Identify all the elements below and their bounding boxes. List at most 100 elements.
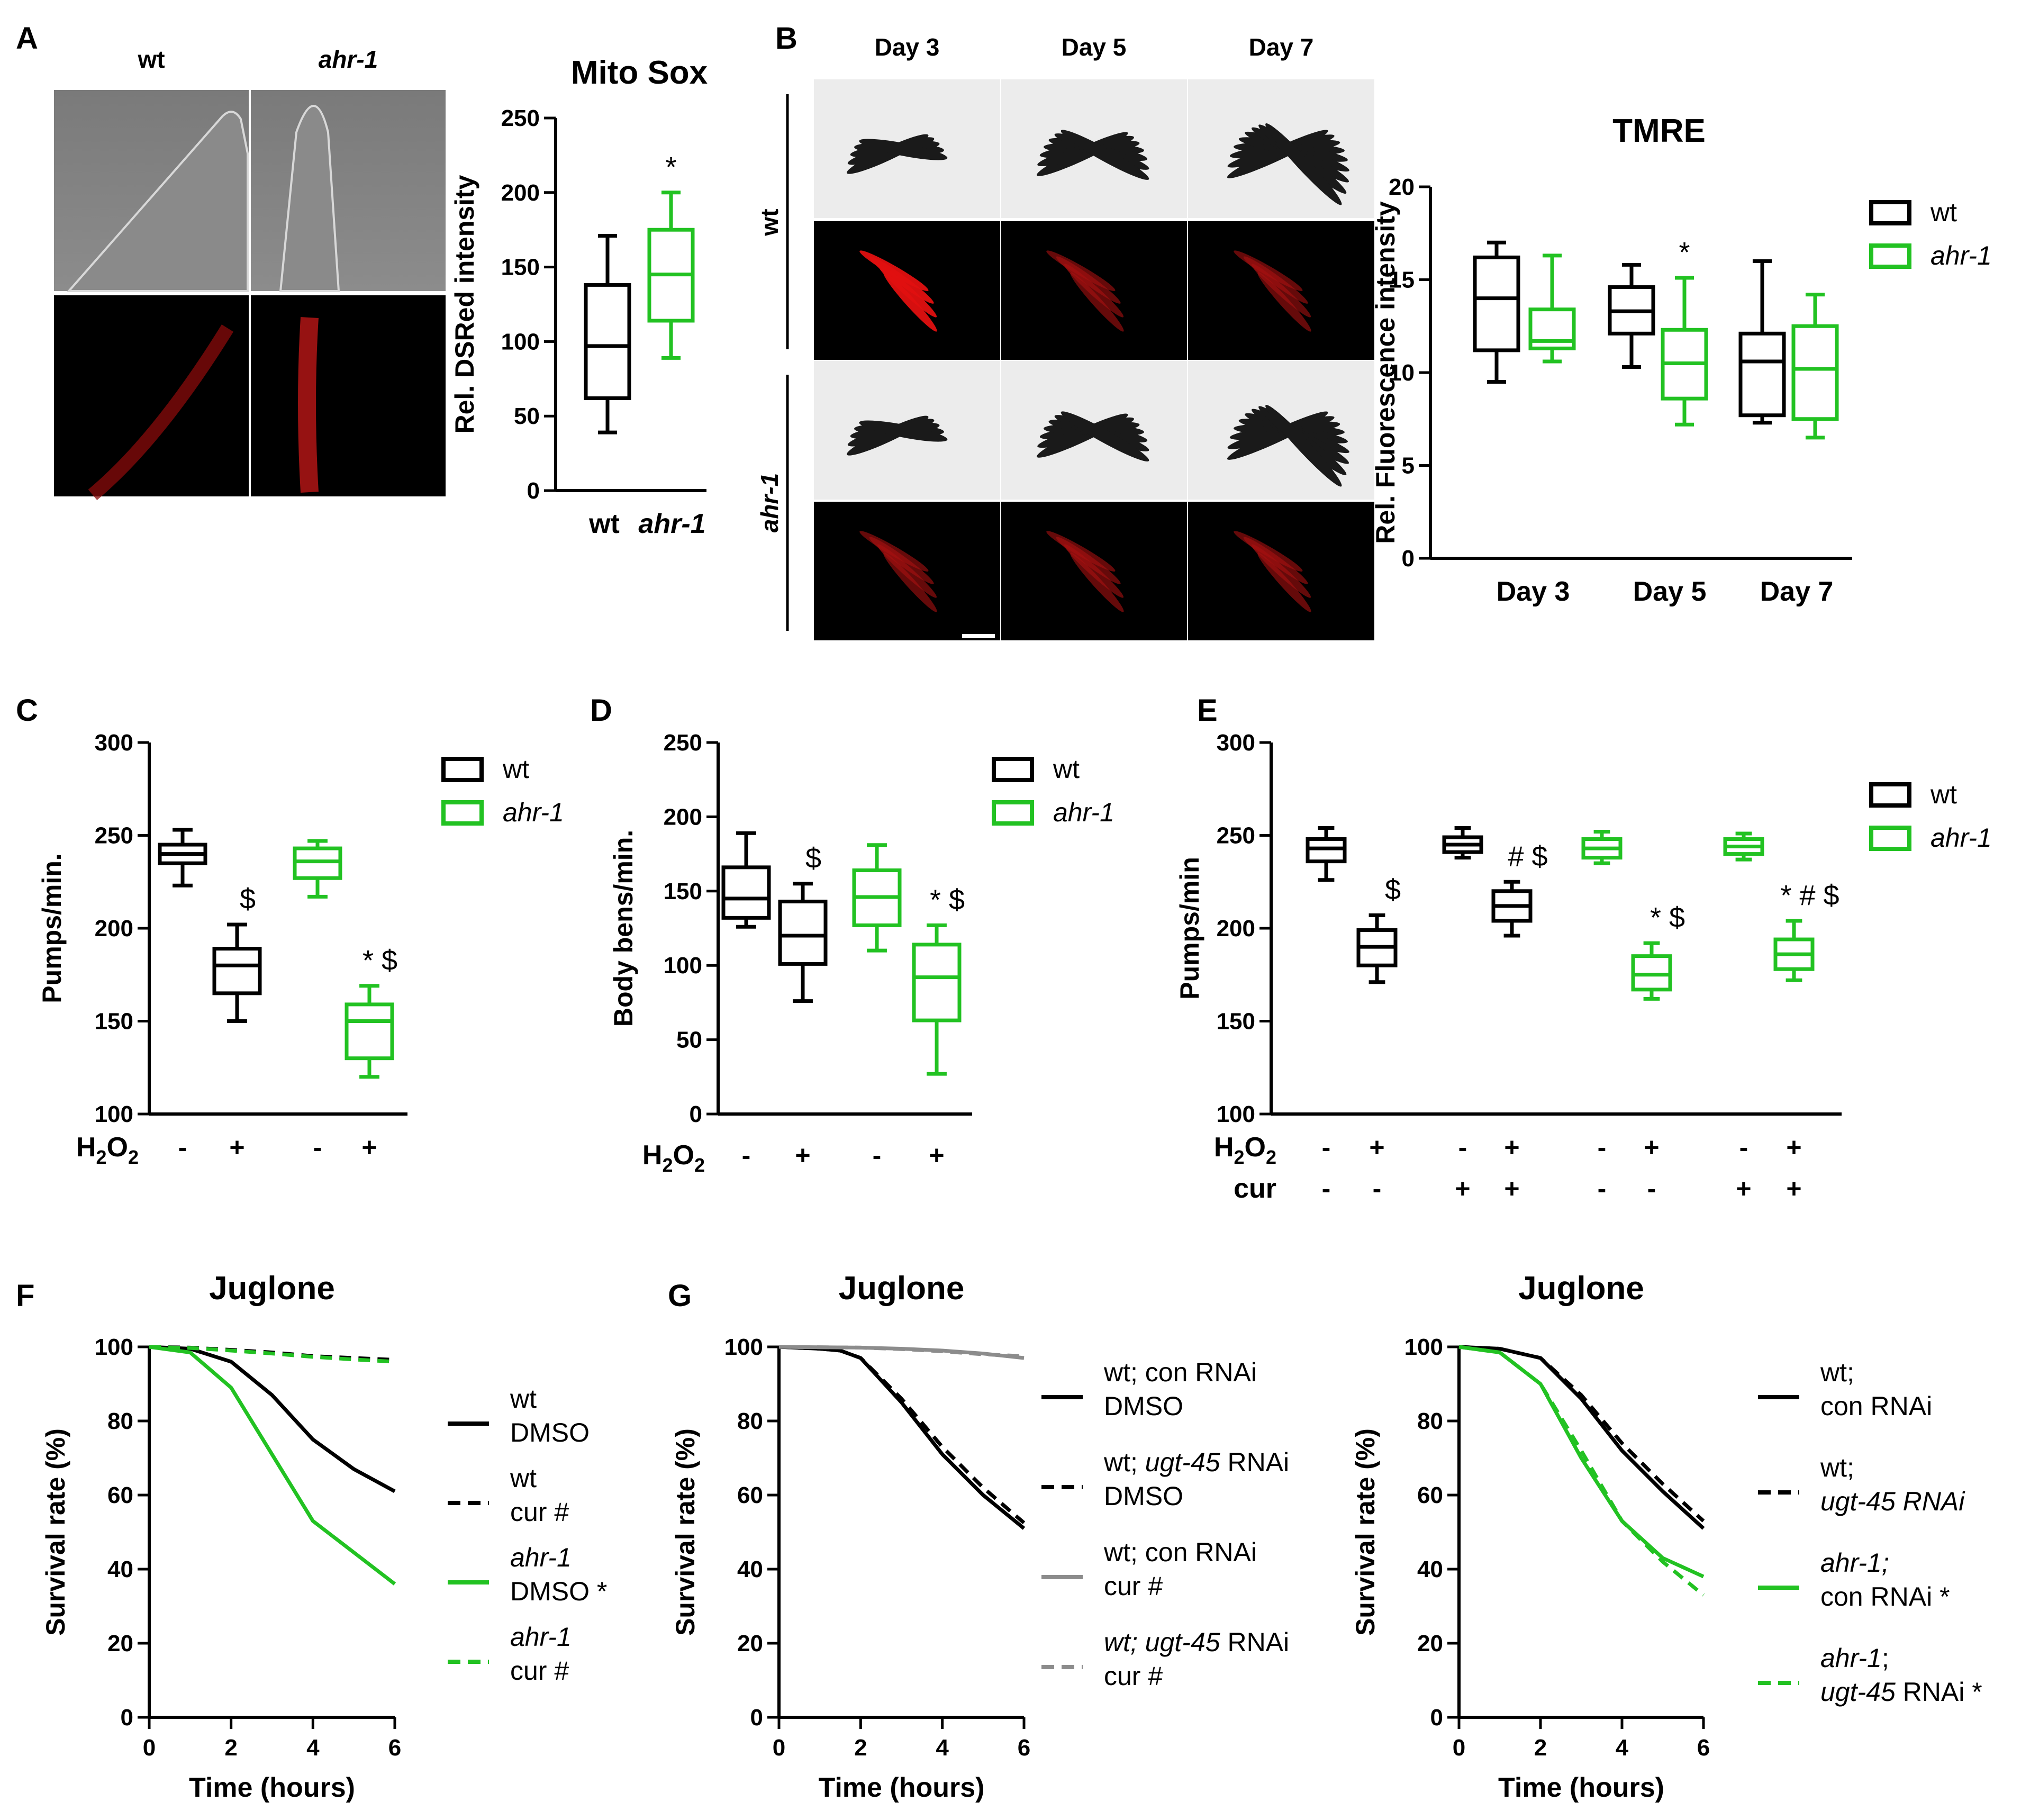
legend-label: wt; con RNAi <box>1103 1537 1257 1567</box>
label-part: cur # <box>1104 1661 1163 1691</box>
treatment-value: + <box>229 1133 244 1162</box>
y-tick-label: 0 <box>690 1101 702 1127</box>
series-line <box>1458 1345 1705 1597</box>
label-part: ahr-1 <box>510 1622 572 1652</box>
legend-label: ahr-1; <box>1820 1548 1889 1578</box>
legend-label: wt <box>1930 197 1957 227</box>
label-part: ahr-1 <box>1820 1643 1882 1673</box>
label-part: DMSO <box>510 1418 590 1447</box>
y-tick-label: 100 <box>95 1334 133 1360</box>
legend-label: wt <box>502 754 529 784</box>
y-tick-label: 150 <box>501 255 540 280</box>
worm-silhouette <box>1061 411 1149 461</box>
red-fluorescence <box>1257 553 1311 612</box>
x-tick-label: 6 <box>1018 1735 1030 1761</box>
panel-letter: D <box>590 693 612 728</box>
box-wt <box>1608 262 1655 369</box>
box-iqr <box>721 865 771 920</box>
red-fluorescence <box>1251 264 1311 318</box>
micrograph-column-label: Day 7 <box>1249 33 1314 61</box>
y-tick-label: 300 <box>95 730 133 756</box>
y-tick-label: 200 <box>664 804 702 830</box>
y-tick-label: 0 <box>1402 546 1415 572</box>
legend-label: DMSO * <box>510 1577 607 1606</box>
treatment-value: - <box>1458 1133 1467 1162</box>
treatment-value: + <box>1504 1174 1519 1203</box>
label-part: ugt-45 RNAi <box>1820 1487 1965 1516</box>
red-fluorescence <box>1070 272 1124 332</box>
red-fluorescence <box>1064 544 1124 598</box>
micrograph-row-label: wt <box>756 209 783 236</box>
y-axis-label: Body bens/min. <box>609 830 638 1027</box>
legend-label: wt <box>1053 754 1080 784</box>
y-tick-label: 100 <box>1217 1101 1255 1127</box>
box-ahr1 <box>1661 276 1708 427</box>
treatment-value: - <box>1598 1174 1607 1203</box>
treatment-value: + <box>1786 1174 1801 1203</box>
box-iqr <box>212 947 262 995</box>
chart-title: Juglone <box>209 1270 335 1307</box>
treatment-value: + <box>929 1140 944 1170</box>
series-line <box>1458 1345 1705 1523</box>
y-tick-label: 300 <box>1217 730 1255 756</box>
y-tick-label: 250 <box>1217 823 1255 849</box>
label-part: wt; <box>1820 1357 1854 1387</box>
chart-title: Juglone <box>1518 1270 1644 1307</box>
significance-annotation: * # $ <box>1780 880 1839 911</box>
label-part: DMSO * <box>510 1577 607 1606</box>
y-tick-label: 200 <box>95 916 133 941</box>
box-iqr <box>778 899 828 966</box>
y-tick-label: 250 <box>95 823 133 849</box>
x-tick-label: 6 <box>388 1735 401 1761</box>
label-part: O <box>107 1132 128 1163</box>
label-part: H <box>1214 1132 1234 1163</box>
treatment-label: H2O2 <box>642 1140 705 1176</box>
box-wt <box>1442 826 1483 860</box>
label-part: wt; <box>1820 1453 1854 1482</box>
box-ahr1 <box>1723 831 1764 862</box>
label-part: H <box>76 1132 96 1163</box>
label-part: wt <box>510 1384 537 1414</box>
red-fluorescence <box>1064 264 1124 318</box>
label-part: DMSO <box>1104 1481 1183 1511</box>
treatment-value: - <box>313 1133 322 1162</box>
x-tick-label: 4 <box>306 1735 320 1761</box>
legend-label: DMSO <box>1104 1391 1183 1421</box>
brightfield-image <box>251 90 446 291</box>
fluorescence-image <box>251 295 446 496</box>
legend-label: wt; <box>1820 1453 1854 1482</box>
x-category-label: Day 7 <box>1760 576 1834 607</box>
treatment-value: - <box>1739 1133 1748 1162</box>
label-part: 2 <box>1266 1146 1276 1168</box>
label-part: RNAi <box>1220 1627 1290 1657</box>
y-tick-label: 20 <box>737 1631 763 1656</box>
label-part: ugt-45 <box>1145 1447 1220 1477</box>
y-axis-label: Rel. Fluorescence intensity <box>1371 201 1400 544</box>
label-part: wt; con RNAi <box>1103 1357 1257 1387</box>
box-wt <box>721 831 771 929</box>
y-tick-label: 60 <box>737 1482 763 1508</box>
treatment-value: + <box>361 1133 377 1162</box>
x-tick-label: 2 <box>1534 1735 1547 1761</box>
panel-A: A 0 50 100 150 200 250 Rel. DSRed intensity Mito… <box>16 21 708 539</box>
significance-annotation: * <box>665 151 676 183</box>
y-tick-label: 200 <box>501 180 540 206</box>
box-iqr <box>345 1002 394 1061</box>
y-tick-label: 40 <box>1417 1556 1443 1582</box>
x-category-label: wt <box>588 509 620 539</box>
box-iqr <box>1738 331 1786 418</box>
label-part: RNAi <box>1220 1447 1290 1477</box>
box-iqr <box>912 943 962 1022</box>
y-axis-label: Survival rate (%) <box>1351 1428 1380 1636</box>
box-wt <box>584 233 631 434</box>
box-ahr1 <box>1791 293 1839 440</box>
y-tick-label: 100 <box>95 1101 133 1127</box>
panel-letter: F <box>16 1279 34 1313</box>
legend-label: wt <box>1930 780 1957 809</box>
y-tick-label: 20 <box>1417 1631 1443 1656</box>
red-fluorescence <box>298 316 319 493</box>
series-line <box>149 1345 396 1586</box>
